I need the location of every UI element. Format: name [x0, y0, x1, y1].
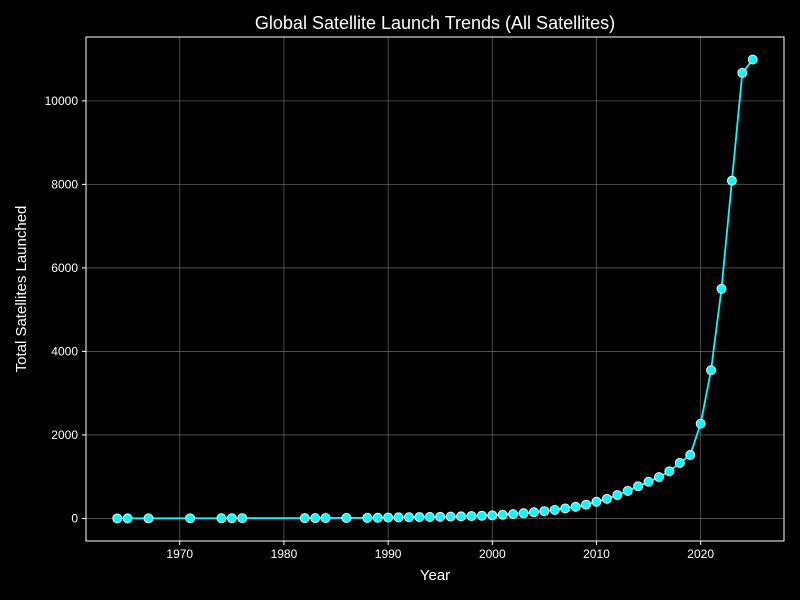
- data-point: [560, 503, 571, 514]
- data-point: [122, 513, 133, 524]
- data-point: [570, 501, 581, 512]
- y-tick-label: 10000: [45, 94, 79, 108]
- data-point: [456, 511, 466, 522]
- data-point: [508, 509, 519, 520]
- x-tick-label: 2010: [583, 547, 610, 561]
- data-point: [216, 513, 227, 524]
- data-point: [633, 481, 644, 492]
- y-tick-label: 0: [71, 511, 78, 525]
- data-point: [435, 511, 446, 522]
- data-point: [612, 490, 623, 501]
- data-point: [674, 457, 685, 468]
- data-point: [737, 67, 748, 78]
- data-point: [476, 510, 487, 521]
- data-point: [487, 510, 498, 521]
- data-point: [226, 513, 237, 524]
- data-point: [466, 511, 477, 521]
- data-point: [143, 513, 154, 524]
- x-tick-label: 1990: [375, 547, 402, 561]
- data-point: [414, 512, 425, 523]
- data-point: [341, 513, 352, 523]
- x-tick-label: 1980: [271, 547, 298, 561]
- y-tick-label: 6000: [51, 261, 78, 275]
- data-point: [518, 508, 529, 519]
- y-tick-label: 8000: [51, 177, 78, 191]
- data-point: [320, 513, 331, 523]
- data-point: [383, 512, 394, 523]
- data-point: [497, 509, 508, 520]
- chart-title: Global Satellite Launch Trends (All Sate…: [255, 13, 615, 33]
- x-axis-label: Year: [420, 567, 450, 584]
- data-point: [643, 476, 654, 487]
- data-point: [685, 450, 696, 460]
- data-point: [424, 511, 435, 522]
- data-point: [372, 512, 383, 523]
- x-tick-label: 2000: [479, 547, 506, 561]
- y-axis-label: Total Satellites Launched: [13, 206, 30, 373]
- data-point: [362, 512, 373, 523]
- data-point: [112, 513, 123, 524]
- data-point: [591, 496, 602, 507]
- plot-area-frame: [85, 36, 785, 542]
- data-point: [664, 466, 675, 477]
- x-tick-label: 2020: [687, 547, 714, 561]
- y-tick-label: 2000: [51, 428, 78, 442]
- data-point: [716, 283, 727, 294]
- series-layer: [112, 54, 758, 524]
- data-point: [185, 513, 196, 524]
- data-point: [622, 485, 633, 496]
- data-point: [581, 499, 592, 510]
- axis-ticks: 1970 1980 1990 2000 2010 2020 0 2000 4000 6000 800…: [45, 94, 715, 561]
- y-tick-label: 4000: [51, 344, 78, 358]
- data-point: [695, 418, 706, 429]
- data-point: [445, 511, 456, 522]
- data-point: [706, 365, 717, 376]
- data-point: [654, 472, 664, 483]
- data-point: [299, 513, 310, 524]
- data-point: [747, 54, 758, 65]
- data-point: [726, 175, 737, 186]
- data-point: [529, 507, 539, 518]
- data-point: [393, 512, 404, 523]
- data-point: [404, 512, 414, 523]
- x-tick-label: 1970: [166, 547, 193, 561]
- data-point: [237, 513, 248, 524]
- data-point: [310, 513, 321, 524]
- data-point: [601, 493, 612, 504]
- data-point: [549, 504, 560, 515]
- data-point: [539, 506, 550, 517]
